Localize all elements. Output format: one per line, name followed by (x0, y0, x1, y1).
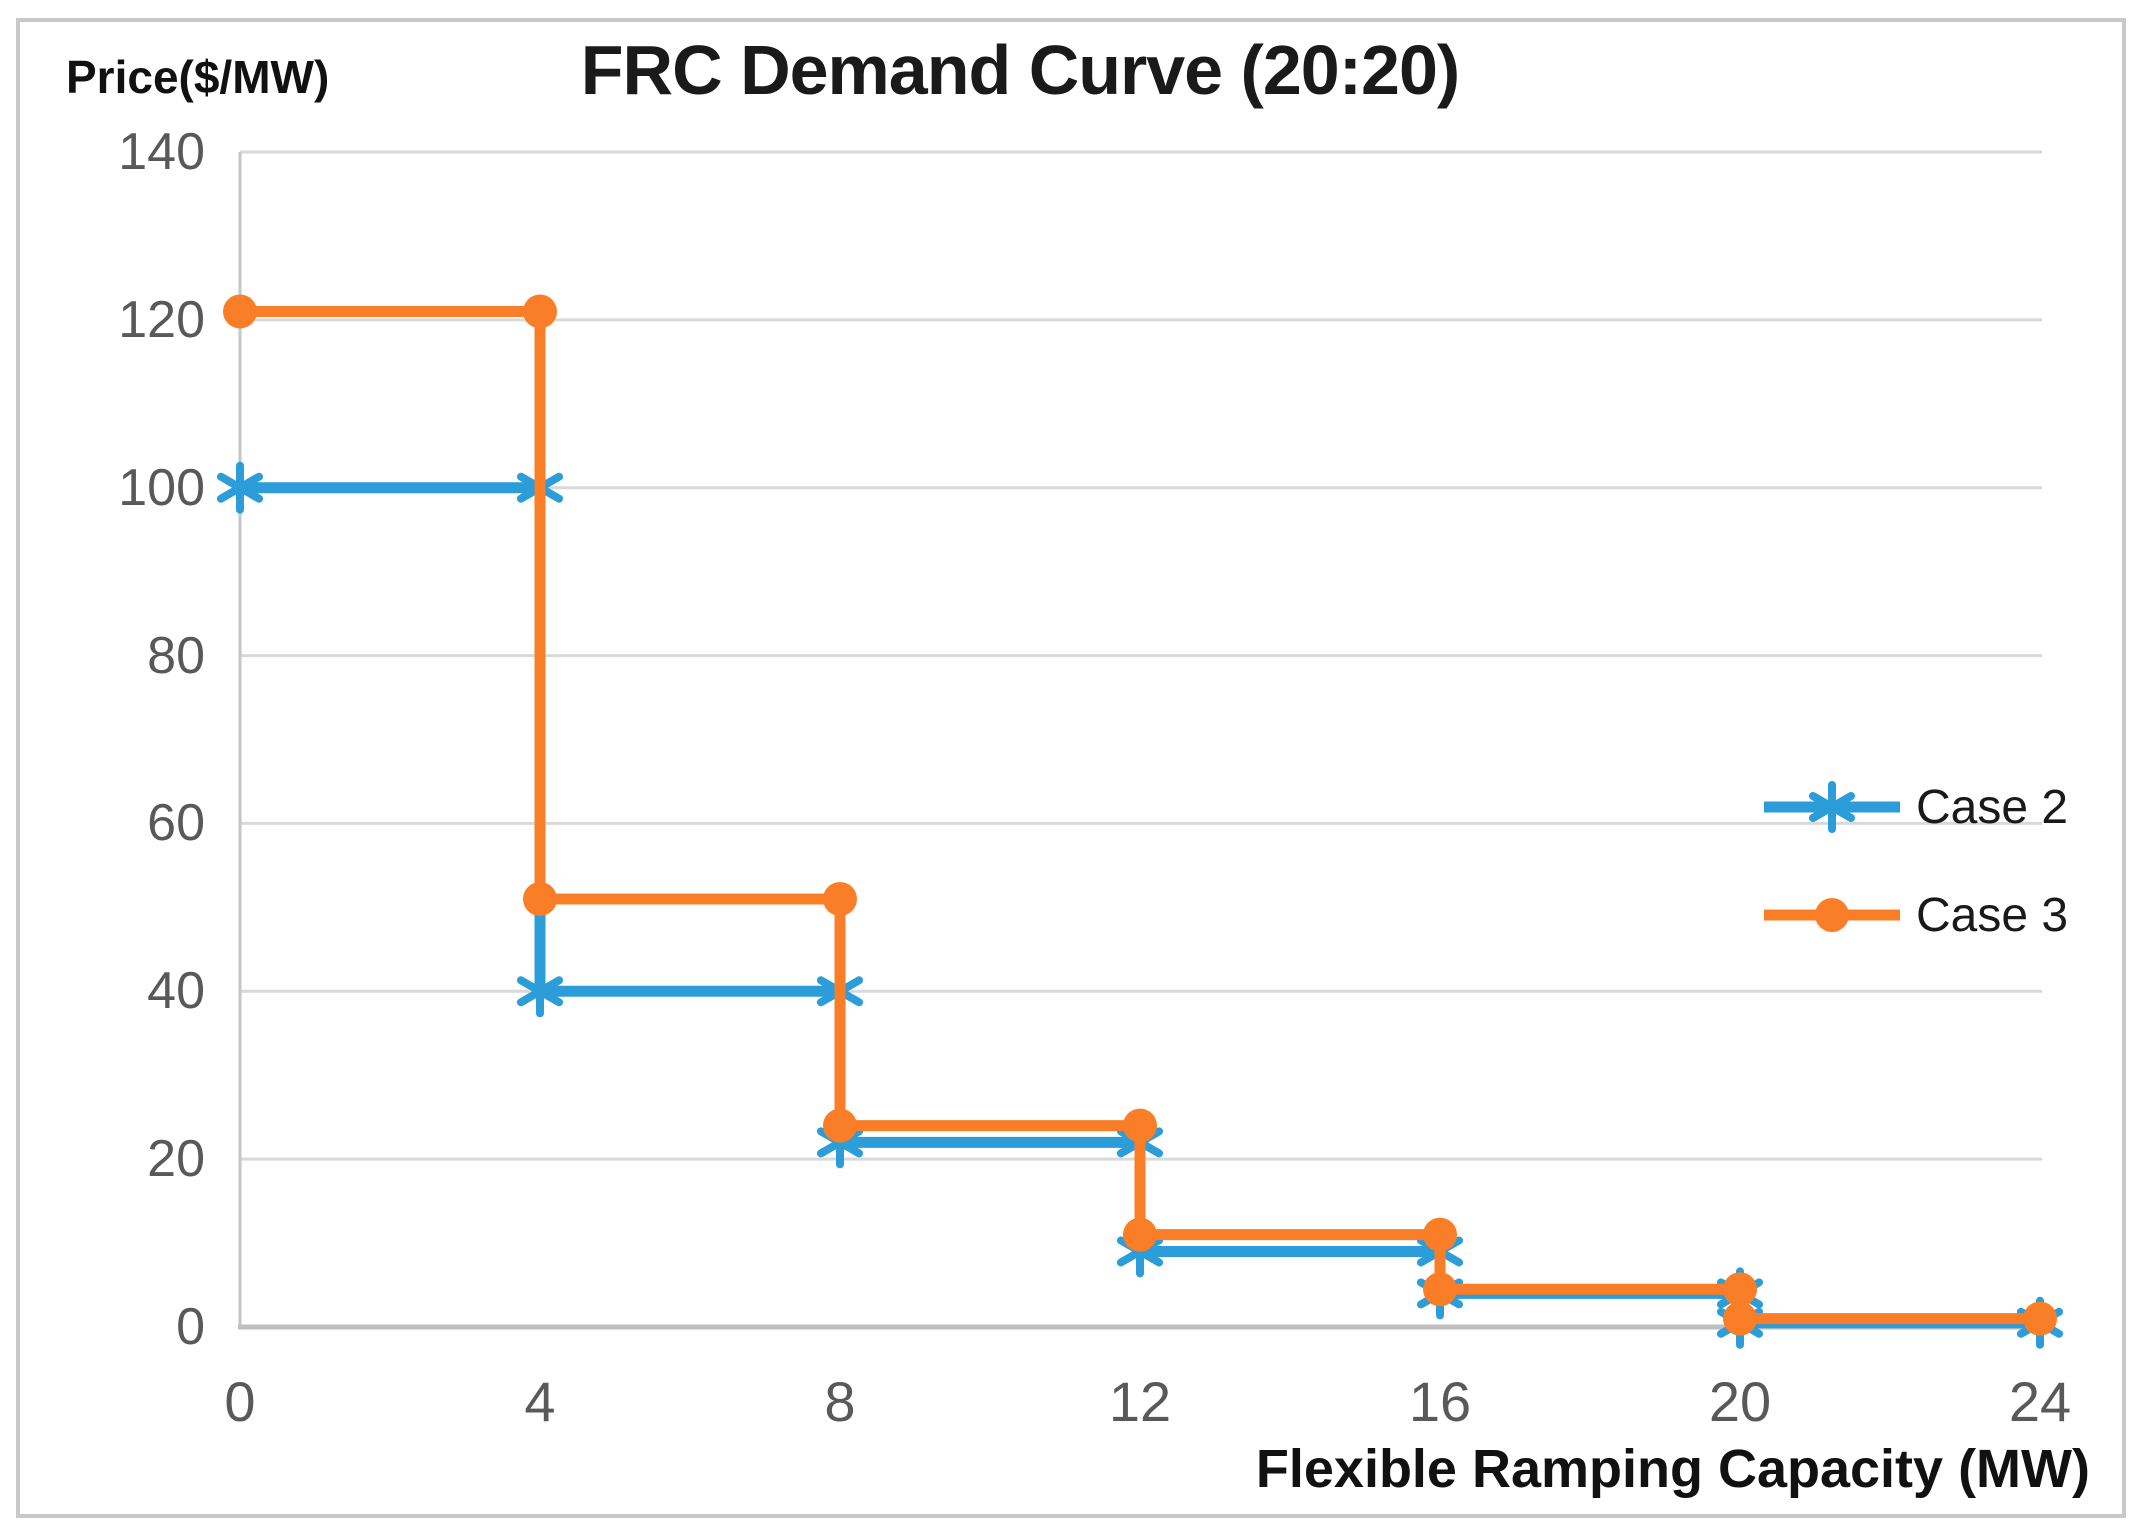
circle-marker-icon (1123, 1108, 1157, 1143)
x-tick-label: 24 (2008, 1370, 2072, 1433)
x-tick-label: 0 (224, 1370, 256, 1433)
x-tick-label: 8 (824, 1370, 856, 1433)
circle-marker-icon (1815, 898, 1849, 932)
chart-title: FRC Demand Curve (20:20) (580, 31, 1460, 109)
x-axis-title: Flexible Ramping Capacity (MW) (1255, 1439, 2090, 1499)
y-axis-title: Price($/MW) (66, 51, 330, 103)
x-tick-label: 12 (1108, 1370, 1172, 1433)
circle-marker-icon (1423, 1272, 1457, 1307)
y-tick-label: 120 (118, 290, 205, 349)
circle-marker-icon (223, 294, 257, 329)
circle-marker-icon (1423, 1217, 1457, 1252)
y-tick-label: 80 (147, 626, 205, 685)
circle-marker-icon (1123, 1217, 1157, 1252)
legend-label-case-3: Case 3 (1916, 888, 2069, 942)
asterisk-marker-icon (516, 965, 564, 1018)
asterisk-marker-icon (1808, 781, 1856, 833)
y-tick-label: 40 (147, 962, 205, 1021)
y-tick-label: 100 (118, 458, 205, 517)
legend-item-case-2[interactable]: Case 2 (1762, 775, 2068, 839)
circle-marker-icon (523, 881, 557, 916)
asterisk-marker-icon (216, 461, 264, 514)
x-tick-label: 16 (1408, 1370, 1472, 1433)
y-tick-label: 0 (176, 1298, 205, 1356)
circle-marker-icon (523, 294, 557, 329)
chart-legend: Case 2 Case 3 (1762, 775, 2068, 991)
circle-marker-icon (823, 1108, 857, 1143)
y-tick-label: 60 (147, 794, 205, 853)
circle-marker-icon (2023, 1301, 2057, 1336)
series-case-3 (223, 294, 2057, 1336)
legend-label-case-2: Case 2 (1916, 780, 2069, 834)
circle-marker-icon (823, 881, 857, 916)
circle-marker-icon (1723, 1301, 1757, 1336)
y-tick-label: 140 (118, 123, 205, 181)
x-tick-label: 4 (524, 1370, 556, 1433)
legend-key-case-3 (1764, 898, 1900, 932)
legend-item-case-3[interactable]: Case 3 (1762, 883, 2068, 947)
x-tick-label: 20 (1708, 1370, 1772, 1433)
y-tick-label: 20 (147, 1130, 205, 1189)
circle-marker-icon (1723, 1272, 1757, 1307)
legend-key-case-2 (1764, 781, 1900, 833)
